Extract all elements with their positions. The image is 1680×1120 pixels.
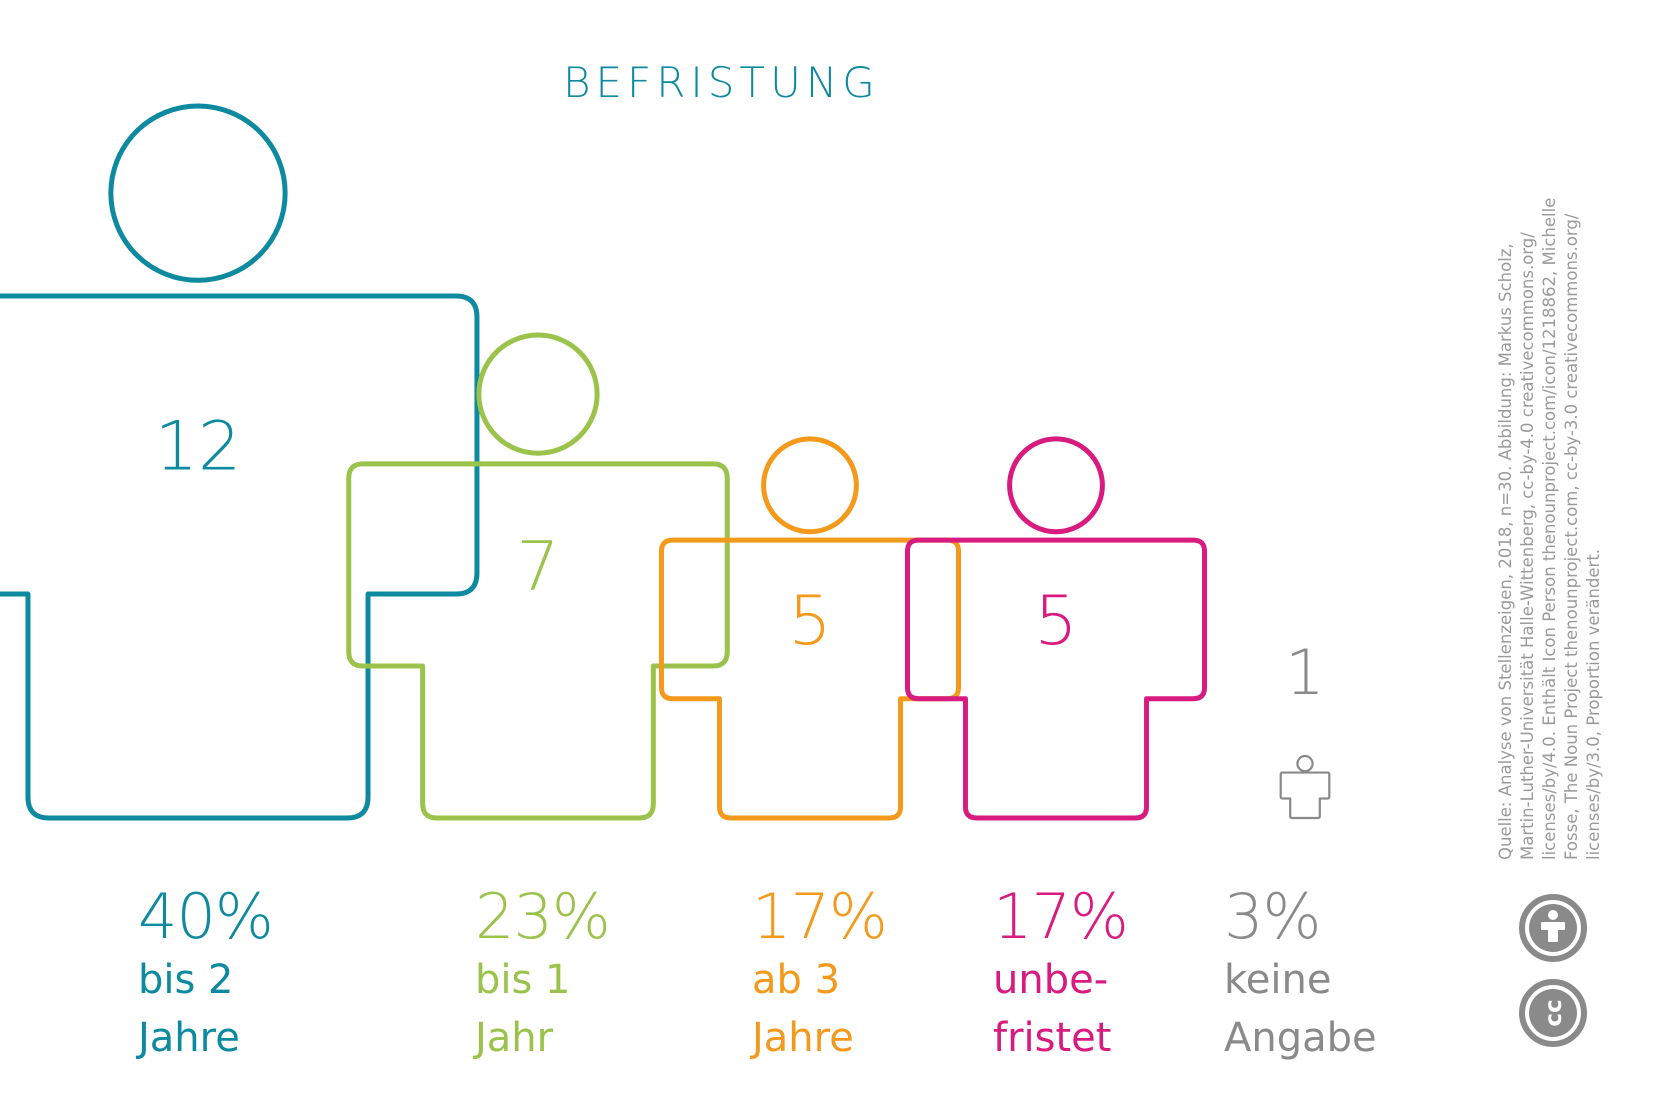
- person-head: [476, 332, 600, 456]
- category-label-line: unbe-: [993, 957, 1109, 1003]
- category-label-line: ab 3: [752, 957, 841, 1003]
- category-label-line: Jahr: [475, 1015, 554, 1061]
- category-label-line: Jahre: [752, 1015, 854, 1061]
- person-head: [761, 436, 859, 535]
- count-label: 1: [1285, 636, 1324, 709]
- category-label-line: fristet: [993, 1015, 1112, 1061]
- source-credit: Quelle: Analyse von Stellenzeigen, 2018,…: [1495, 130, 1605, 860]
- source-line: licenses/by/3.0, Proportion verändert.: [1584, 548, 1603, 860]
- category-label-line: Angabe: [1224, 1015, 1377, 1061]
- person-head: [1007, 436, 1105, 535]
- category-label: unbe-fristet: [993, 951, 1111, 1067]
- percent-label: 17%: [752, 880, 888, 953]
- person-figure: [346, 332, 730, 821]
- category-label-line: Jahre: [138, 1015, 240, 1061]
- person-body: [904, 537, 1208, 821]
- category-label: ab 3 Jahre: [752, 951, 854, 1067]
- chart-title: BEFRISTUNG: [563, 58, 880, 107]
- percent-label: 23%: [475, 880, 611, 953]
- percent-label: 3%: [1224, 880, 1321, 953]
- category-label: bis 2 Jahre: [138, 951, 240, 1067]
- percent-label: 40%: [138, 880, 274, 953]
- source-line: Martin-Luther-Universität Halle-Wittenbe…: [1518, 232, 1537, 860]
- person-head: [1296, 754, 1314, 773]
- source-line: Fosse, The Noun Project thenounproject.c…: [1562, 213, 1581, 860]
- count-label: 12: [155, 407, 242, 486]
- person-figure: [658, 436, 962, 821]
- person-body: [0, 293, 480, 821]
- person-head: [108, 103, 288, 283]
- source-line: Quelle: Analyse von Stellenzeigen, 2018,…: [1496, 243, 1515, 860]
- category-label: bis 1 Jahr: [475, 951, 571, 1067]
- count-label: 5: [788, 582, 831, 661]
- cc-by-icon: [1519, 894, 1587, 962]
- person-body: [1279, 771, 1331, 820]
- person-figure: [904, 436, 1208, 821]
- category-label: keine Angabe: [1224, 951, 1377, 1067]
- cc-icon: cc: [1519, 979, 1587, 1047]
- percent-label: 17%: [993, 880, 1129, 953]
- person-body: [658, 537, 962, 821]
- category-label-line: bis 1: [475, 957, 571, 1003]
- category-label-line: keine: [1224, 957, 1332, 1003]
- category-label-line: bis 2: [138, 957, 234, 1003]
- person-figure: [1279, 754, 1331, 820]
- count-label: 7: [516, 527, 559, 606]
- count-label: 5: [1034, 582, 1077, 661]
- svg-text:cc: cc: [1541, 999, 1567, 1026]
- source-line: licenses/by/4.0. Enthält Icon Person the…: [1540, 197, 1559, 860]
- person-body: [346, 461, 730, 821]
